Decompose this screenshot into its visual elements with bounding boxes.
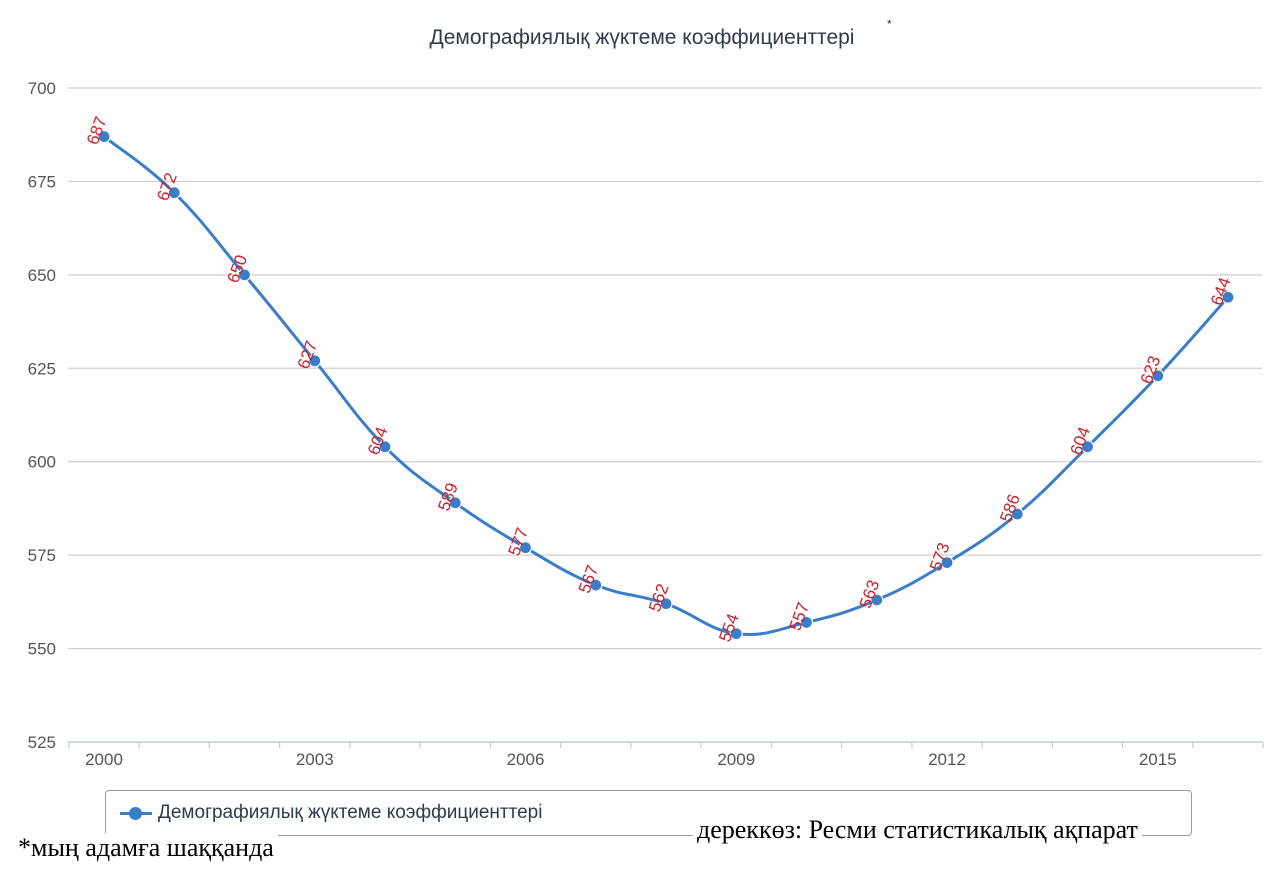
data-point (659, 597, 673, 611)
footnote: *мың адамға шаққанда (18, 833, 278, 863)
data-point (97, 129, 111, 144)
x-tick-label: 2015 (1139, 750, 1177, 769)
data-point (799, 615, 814, 630)
data-point (1151, 369, 1165, 383)
x-tick-label: 2000 (85, 750, 123, 769)
data-point (378, 440, 392, 454)
data-point (167, 186, 181, 200)
legend-dot-marker (129, 807, 142, 820)
y-tick-label: 650 (28, 266, 56, 285)
y-tick-label: 525 (28, 733, 56, 752)
y-tick-label: 600 (28, 453, 56, 472)
y-tick-label: 550 (28, 640, 56, 659)
y-tick-label: 625 (28, 359, 56, 378)
x-tick-label: 2009 (717, 750, 755, 769)
data-point (729, 627, 743, 641)
y-tick-label: 700 (28, 79, 56, 98)
data-point (1010, 507, 1024, 521)
data-point (1080, 440, 1095, 454)
chart-title-footnote-mark: * (887, 17, 892, 31)
series-line (103, 135, 1230, 636)
source-note: дереккөз: Ресми статистикалық ақпарат (693, 815, 1142, 845)
x-axis: 2000 2003 2006 2009 2012 2015 (68, 741, 1264, 769)
data-point (237, 268, 252, 282)
y-tick-label: 675 (28, 172, 56, 191)
data-point (1221, 290, 1235, 304)
data-point (448, 496, 462, 510)
data-point (870, 593, 884, 607)
y-tick-label: 575 (28, 546, 56, 565)
x-tick-label: 2006 (507, 750, 545, 769)
data-point (518, 541, 533, 555)
x-tick-label: 2012 (928, 750, 966, 769)
chart-title: Демографиялық жүктеме коэффициенттері (430, 26, 855, 49)
y-axis: 525 550 575 600 625 650 675 700 (28, 79, 56, 752)
series-layer (97, 129, 1235, 641)
data-point (308, 354, 322, 368)
legend-item-label[interactable]: Демографиялық жүктеме коэффициенттері (158, 802, 543, 823)
data-point (940, 556, 954, 570)
gridlines (68, 87, 1262, 650)
x-tick-label: 2003 (296, 750, 334, 769)
data-point (589, 578, 603, 592)
